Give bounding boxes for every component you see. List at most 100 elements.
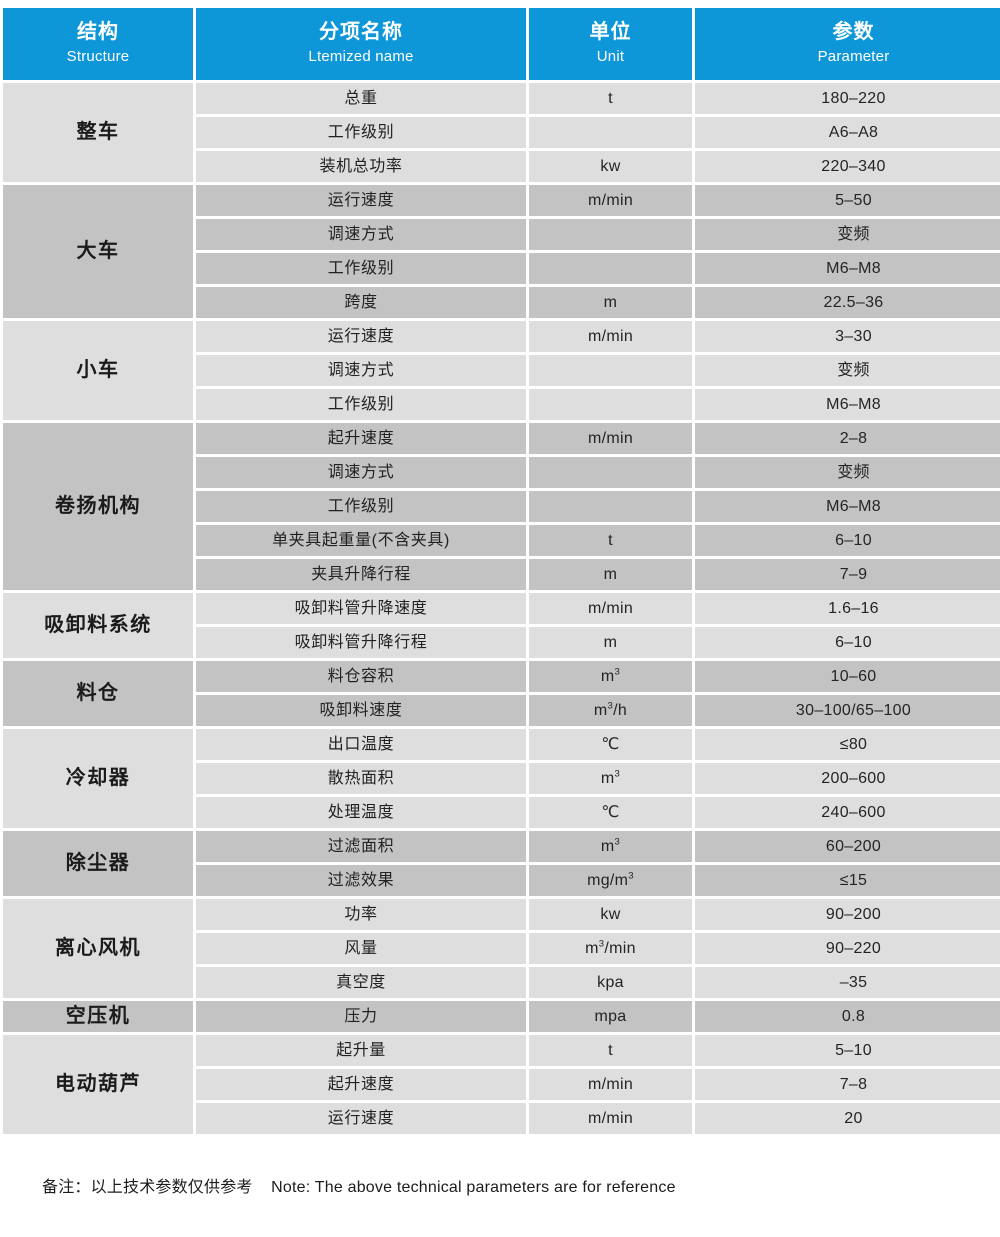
unit-cell: m/min: [529, 1069, 692, 1100]
item-name-cell: 起升速度: [196, 1069, 526, 1100]
item-name-cell: 跨度: [196, 287, 526, 318]
item-name-cell: 真空度: [196, 967, 526, 998]
item-name-cell: 吸卸料管升降行程: [196, 627, 526, 658]
table-row: 处理温度 ℃ 240–600: [3, 797, 1000, 828]
structure-cell: 吸卸料系统: [3, 593, 193, 658]
item-name-cell: 功率: [196, 899, 526, 930]
column-header-parameter-en: Parameter: [817, 48, 890, 66]
item-name-cell: 调速方式: [196, 355, 526, 386]
table-row: 夹具升降行程 m 7–9: [3, 559, 1000, 590]
item-name-cell: 工作级别: [196, 253, 526, 284]
unit-cell: m3/h: [529, 695, 692, 726]
table-row: 大车 运行速度 m/min 5–50: [3, 185, 1000, 318]
table-row: 空压机 压力 mpa 0.8: [3, 1001, 1000, 1032]
column-header-itemized-name-en: Ltemized name: [308, 48, 414, 66]
unit-cell: [529, 219, 692, 250]
table-row: 吸卸料速度 m3/h 30–100/65–100: [3, 695, 1000, 726]
parameter-cell: 2–8: [695, 423, 1000, 454]
table-row: 跨度 m 22.5–36: [3, 287, 1000, 318]
column-header-structure: 结构 Structure: [3, 8, 193, 80]
unit-cell: m3: [529, 661, 692, 692]
table-row: 冷却器 出口温度 ℃ ≤80: [3, 729, 1000, 828]
unit-cell: kw: [529, 899, 692, 930]
unit-cell: m3: [529, 763, 692, 794]
table-row: 工作级别 M6–M8: [3, 389, 1000, 420]
structure-cell: 卷扬机构: [3, 423, 193, 590]
item-name-cell: 运行速度: [196, 185, 526, 216]
unit-cell: m: [529, 559, 692, 590]
table-row: 起升速度 m/min 7–8: [3, 1069, 1000, 1100]
table-row: 小车 运行速度 m/min 3–30: [3, 321, 1000, 420]
item-name-cell: 起升量: [196, 1035, 526, 1066]
structure-cell: 空压机: [3, 1001, 193, 1032]
table-row: 调速方式 变频: [3, 457, 1000, 488]
unit-cell: [529, 117, 692, 148]
unit-cell: [529, 355, 692, 386]
parameter-cell: 0.8: [695, 1001, 1000, 1032]
column-header-parameter-cn: 参数: [832, 21, 875, 44]
unit-cell: [529, 253, 692, 284]
parameter-cell: 180–220: [695, 83, 1000, 114]
parameter-cell: 20: [695, 1103, 1000, 1134]
table-row: 装机总功率 kw 220–340: [3, 151, 1000, 182]
parameter-cell: 90–220: [695, 933, 1000, 964]
table-row: 离心风机 功率 kw 90–200: [3, 899, 1000, 998]
footnote: 备注：以上技术参数仅供参考 Note: The above technical …: [42, 1179, 676, 1196]
table-row: 料仓 料仓容积 m3 10–60: [3, 661, 1000, 726]
item-name-cell: 过滤效果: [196, 865, 526, 896]
item-name-cell: 风量: [196, 933, 526, 964]
item-name-cell: 工作级别: [196, 117, 526, 148]
parameter-cell: 60–200: [695, 831, 1000, 862]
unit-cell: [529, 491, 692, 522]
table-row: 单夹具起重量(不含夹具) t 6–10: [3, 525, 1000, 556]
table-row: 工作级别 M6–M8: [3, 491, 1000, 522]
parameter-cell: 90–200: [695, 899, 1000, 930]
column-header-itemized-name-cn: 分项名称: [319, 21, 403, 44]
unit-cell: mg/m3: [529, 865, 692, 896]
parameter-cell: 22.5–36: [695, 287, 1000, 318]
parameter-cell: 1.6–16: [695, 593, 1000, 624]
unit-cell: m/min: [529, 423, 692, 454]
item-name-cell: 吸卸料管升降速度: [196, 593, 526, 624]
item-name-cell: 调速方式: [196, 457, 526, 488]
table-row: 散热面积 m3 200–600: [3, 763, 1000, 794]
unit-cell: m: [529, 627, 692, 658]
table-row: 卷扬机构 起升速度 m/min 2–8: [3, 423, 1000, 590]
table-row: 风量 m3/min 90–220: [3, 933, 1000, 964]
table-row: 工作级别 A6–A8: [3, 117, 1000, 148]
item-name-cell: 运行速度: [196, 1103, 526, 1134]
column-header-unit-cn: 单位: [589, 21, 632, 44]
unit-cell: m3/min: [529, 933, 692, 964]
unit-cell: [529, 389, 692, 420]
item-name-cell: 起升速度: [196, 423, 526, 454]
item-name-cell: 出口温度: [196, 729, 526, 760]
parameter-cell: 6–10: [695, 525, 1000, 556]
unit-cell: [529, 457, 692, 488]
column-header-itemized-name: 分项名称 Ltemized name: [196, 8, 526, 80]
table-row: 运行速度 m/min 20: [3, 1103, 1000, 1134]
unit-cell: t: [529, 525, 692, 556]
column-header-structure-cn: 结构: [77, 21, 119, 44]
parameter-cell: 240–600: [695, 797, 1000, 828]
unit-cell: m/min: [529, 321, 692, 352]
parameter-cell: M6–M8: [695, 491, 1000, 522]
table-row: 整车 总重 t 180–220: [3, 83, 1000, 182]
item-name-cell: 工作级别: [196, 389, 526, 420]
item-name-cell: 单夹具起重量(不含夹具): [196, 525, 526, 556]
parameter-cell: 变频: [695, 355, 1000, 386]
structure-cell: 冷却器: [3, 729, 193, 828]
item-name-cell: 装机总功率: [196, 151, 526, 182]
parameter-cell: 6–10: [695, 627, 1000, 658]
unit-cell: m/min: [529, 593, 692, 624]
parameter-cell: –35: [695, 967, 1000, 998]
unit-cell: t: [529, 83, 692, 114]
unit-cell: ℃: [529, 729, 692, 760]
table-row: 调速方式 变频: [3, 219, 1000, 250]
parameter-cell: ≤80: [695, 729, 1000, 760]
unit-cell: kpa: [529, 967, 692, 998]
item-name-cell: 压力: [196, 1001, 526, 1032]
column-header-parameter: 参数 Parameter: [695, 8, 1000, 80]
table-row: 调速方式 变频: [3, 355, 1000, 386]
unit-cell: m/min: [529, 1103, 692, 1134]
item-name-cell: 过滤面积: [196, 831, 526, 862]
